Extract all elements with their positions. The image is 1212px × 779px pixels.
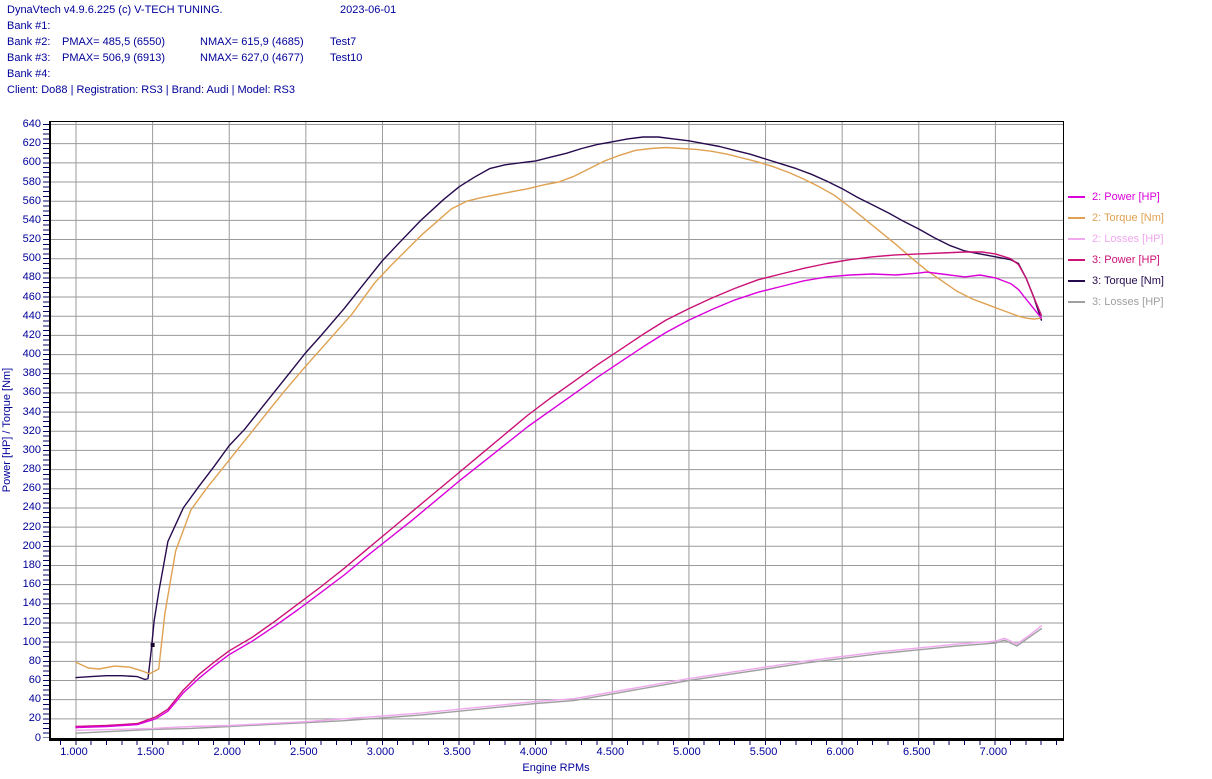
chart-canvas (51, 122, 1063, 738)
y-tick-label: 40 (28, 693, 41, 706)
y-tick-label: 540 (22, 213, 41, 226)
y-tick-label: 600 (22, 156, 41, 169)
x-tick-label: 1.500 (136, 746, 165, 758)
legend-label: 2: Power [HP] (1092, 190, 1160, 203)
x-tick-label: 7.000 (979, 746, 1008, 758)
legend-item-3-losses-hp: 3: Losses [HP] (1068, 291, 1164, 312)
legend: 2: Power [HP] 2: Torque [Nm] 2: Losses [HP… (1068, 186, 1164, 312)
legend-line-swatch (1068, 258, 1085, 261)
y-tick-label: 140 (22, 597, 41, 610)
legend-label: 3: Power [HP] (1092, 253, 1160, 266)
legend-item-2-losses-hp: 2: Losses [HP] (1068, 228, 1164, 249)
y-tick-label: 620 (22, 137, 41, 150)
y-tick-label: 260 (22, 482, 41, 495)
client-info-line: Client: Do88 | Registration: RS3 | Brand… (7, 84, 295, 96)
legend-label: 3: Losses [HP] (1092, 295, 1164, 308)
y-tick-label: 280 (22, 463, 41, 476)
y-tick-label: 320 (22, 424, 41, 437)
y-tick-label: 300 (22, 443, 41, 456)
legend-item-2-torque-nm: 2: Torque [Nm] (1068, 207, 1164, 228)
series-line-3-power-hp (75, 251, 1043, 728)
series-line-2-torque-nm (75, 146, 1043, 675)
bank-test-name: Test10 (330, 52, 363, 64)
plot-area (49, 121, 1064, 741)
y-tick-label: 480 (22, 271, 41, 284)
y-tick-label: 80 (28, 654, 41, 667)
x-tick-label: 4.500 (596, 746, 625, 758)
app-title: DynaVtech v4.9.6.225 (c) V-TECH TUNING. (7, 4, 223, 16)
x-tick-label: 4.000 (519, 746, 548, 758)
y-tick-label: 220 (22, 520, 41, 533)
legend-item-3-torque-nm: 3: Torque [Nm] (1068, 270, 1164, 291)
x-tick-label: 5.000 (673, 746, 701, 758)
x-tick-label: 6.500 (903, 746, 931, 758)
y-tick-label: 340 (22, 405, 41, 418)
bank-nmax: NMAX= 615,9 (4685) (200, 36, 304, 48)
bank-pmax: PMAX= 485,5 (6550) (62, 36, 166, 48)
y-axis-minor-ticks (43, 123, 50, 738)
y-tick-label: 0 (34, 731, 41, 744)
y-tick-label: 240 (22, 501, 41, 514)
legend-line-swatch (1068, 216, 1085, 219)
legend-line-swatch (1068, 237, 1085, 240)
x-axis-minor-ticks (59, 741, 1062, 745)
y-tick-label: 200 (22, 539, 41, 552)
report-date: 2023-06-01 (340, 4, 397, 16)
x-tick-label: 5.500 (749, 746, 778, 758)
series-line-3-losses-hp (75, 628, 1043, 734)
y-tick-label: 400 (22, 348, 41, 361)
x-axis-title: Engine RPMs (522, 762, 590, 774)
y-tick-label: 380 (22, 367, 41, 380)
x-tick-label: 1.000 (60, 746, 88, 758)
legend-item-2-power-hp: 2: Power [HP] (1068, 186, 1164, 207)
legend-item-3-power-hp: 3: Power [HP] (1068, 249, 1164, 270)
series-line-2-losses-hp (75, 625, 1043, 731)
legend-label: 3: Torque [Nm] (1092, 274, 1164, 287)
legend-line-swatch (1068, 279, 1085, 282)
bank-label: Bank #4: (7, 68, 51, 80)
bank-pmax: PMAX= 506,9 (6913) (62, 52, 166, 64)
bank-label: Bank #2: (7, 36, 51, 48)
y-tick-label: 360 (22, 386, 41, 399)
y-tick-label: 500 (22, 252, 41, 265)
series-line-2-power-hp (75, 271, 1043, 729)
x-tick-label: 3.500 (443, 746, 471, 758)
legend-label: 2: Torque [Nm] (1092, 211, 1164, 224)
y-tick-label: 560 (22, 194, 41, 207)
y-tick-label: 60 (28, 673, 41, 686)
y-tick-label: 440 (22, 309, 41, 322)
y-tick-label: 20 (28, 712, 41, 725)
y-tick-label: 160 (22, 578, 41, 591)
bank-nmax: NMAX= 627,0 (4677) (200, 52, 304, 64)
x-tick-label: 2.000 (213, 746, 241, 758)
x-tick-label: 2.500 (290, 746, 318, 758)
legend-line-swatch (1068, 300, 1085, 303)
x-tick-label: 6.000 (826, 746, 854, 758)
legend-line-swatch (1068, 195, 1085, 198)
bank-label: Bank #3: (7, 52, 51, 64)
bank-label: Bank #1: (7, 20, 51, 32)
y-tick-label: 520 (22, 233, 41, 246)
series-line-3-torque-nm (75, 136, 1043, 681)
y-tick-label: 460 (22, 290, 41, 303)
y-tick-label: 420 (22, 328, 41, 341)
y-tick-label: 180 (22, 558, 41, 571)
y-tick-label: 100 (22, 635, 41, 648)
y-tick-label: 120 (22, 616, 41, 629)
legend-label: 2: Losses [HP] (1092, 232, 1164, 245)
y-tick-label: 580 (22, 175, 41, 188)
trace-marker (150, 643, 155, 648)
bank-test-name: Test7 (330, 36, 357, 48)
y-tick-label: 640 (22, 118, 41, 130)
x-tick-label: 3.000 (366, 746, 395, 758)
